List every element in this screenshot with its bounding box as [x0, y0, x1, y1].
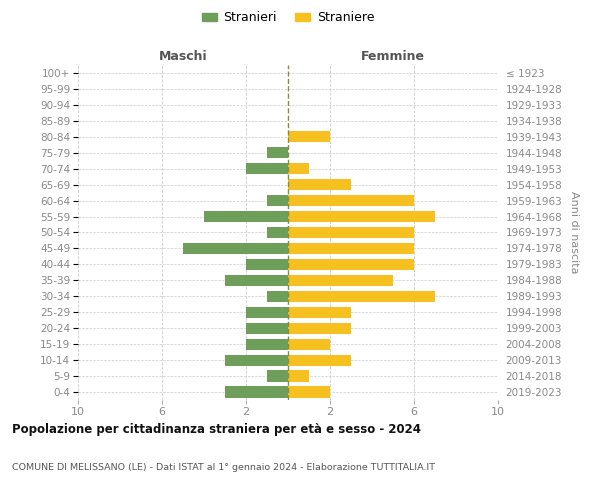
- Bar: [288, 195, 414, 206]
- Bar: [267, 370, 288, 382]
- Bar: [288, 131, 330, 142]
- Bar: [288, 243, 414, 254]
- Bar: [288, 163, 309, 174]
- Bar: [225, 354, 288, 366]
- Bar: [204, 211, 288, 222]
- Bar: [288, 227, 414, 238]
- Text: COMUNE DI MELISSANO (LE) - Dati ISTAT al 1° gennaio 2024 - Elaborazione TUTTITAL: COMUNE DI MELISSANO (LE) - Dati ISTAT al…: [12, 462, 435, 471]
- Bar: [288, 275, 393, 286]
- Text: Popolazione per cittadinanza straniera per età e sesso - 2024: Popolazione per cittadinanza straniera p…: [12, 422, 421, 436]
- Text: Maschi: Maschi: [158, 50, 208, 62]
- Bar: [288, 211, 435, 222]
- Bar: [288, 290, 435, 302]
- Bar: [267, 147, 288, 158]
- Bar: [246, 322, 288, 334]
- Legend: Stranieri, Straniere: Stranieri, Straniere: [197, 6, 379, 29]
- Bar: [246, 338, 288, 350]
- Bar: [288, 354, 351, 366]
- Bar: [288, 338, 330, 350]
- Bar: [288, 259, 414, 270]
- Bar: [267, 195, 288, 206]
- Bar: [288, 322, 351, 334]
- Bar: [246, 163, 288, 174]
- Bar: [246, 259, 288, 270]
- Bar: [225, 275, 288, 286]
- Bar: [288, 306, 351, 318]
- Bar: [288, 179, 351, 190]
- Bar: [288, 386, 330, 398]
- Y-axis label: Anni di nascita: Anni di nascita: [569, 191, 579, 274]
- Bar: [267, 290, 288, 302]
- Bar: [225, 386, 288, 398]
- Bar: [183, 243, 288, 254]
- Text: Femmine: Femmine: [361, 50, 425, 62]
- Bar: [246, 306, 288, 318]
- Bar: [267, 227, 288, 238]
- Bar: [288, 370, 309, 382]
